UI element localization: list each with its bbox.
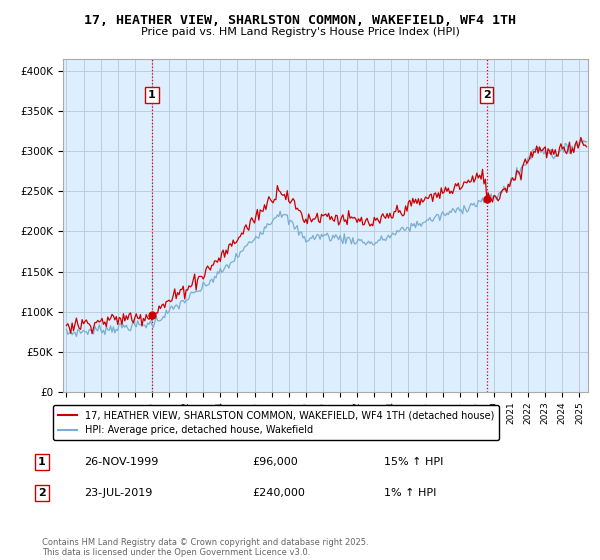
Legend: 17, HEATHER VIEW, SHARLSTON COMMON, WAKEFIELD, WF4 1TH (detached house), HPI: Av: 17, HEATHER VIEW, SHARLSTON COMMON, WAKE… [53,405,499,440]
Text: Contains HM Land Registry data © Crown copyright and database right 2025.
This d: Contains HM Land Registry data © Crown c… [42,538,368,557]
Text: 2: 2 [483,90,491,100]
Text: 1% ↑ HPI: 1% ↑ HPI [384,488,436,498]
Text: 15% ↑ HPI: 15% ↑ HPI [384,457,443,467]
Text: 1: 1 [148,90,156,100]
Text: 23-JUL-2019: 23-JUL-2019 [84,488,152,498]
Text: £96,000: £96,000 [252,457,298,467]
Text: 1: 1 [38,457,46,467]
Text: 17, HEATHER VIEW, SHARLSTON COMMON, WAKEFIELD, WF4 1TH: 17, HEATHER VIEW, SHARLSTON COMMON, WAKE… [84,14,516,27]
Text: £240,000: £240,000 [252,488,305,498]
Text: 2: 2 [38,488,46,498]
Text: Price paid vs. HM Land Registry's House Price Index (HPI): Price paid vs. HM Land Registry's House … [140,27,460,37]
Text: 26-NOV-1999: 26-NOV-1999 [84,457,158,467]
